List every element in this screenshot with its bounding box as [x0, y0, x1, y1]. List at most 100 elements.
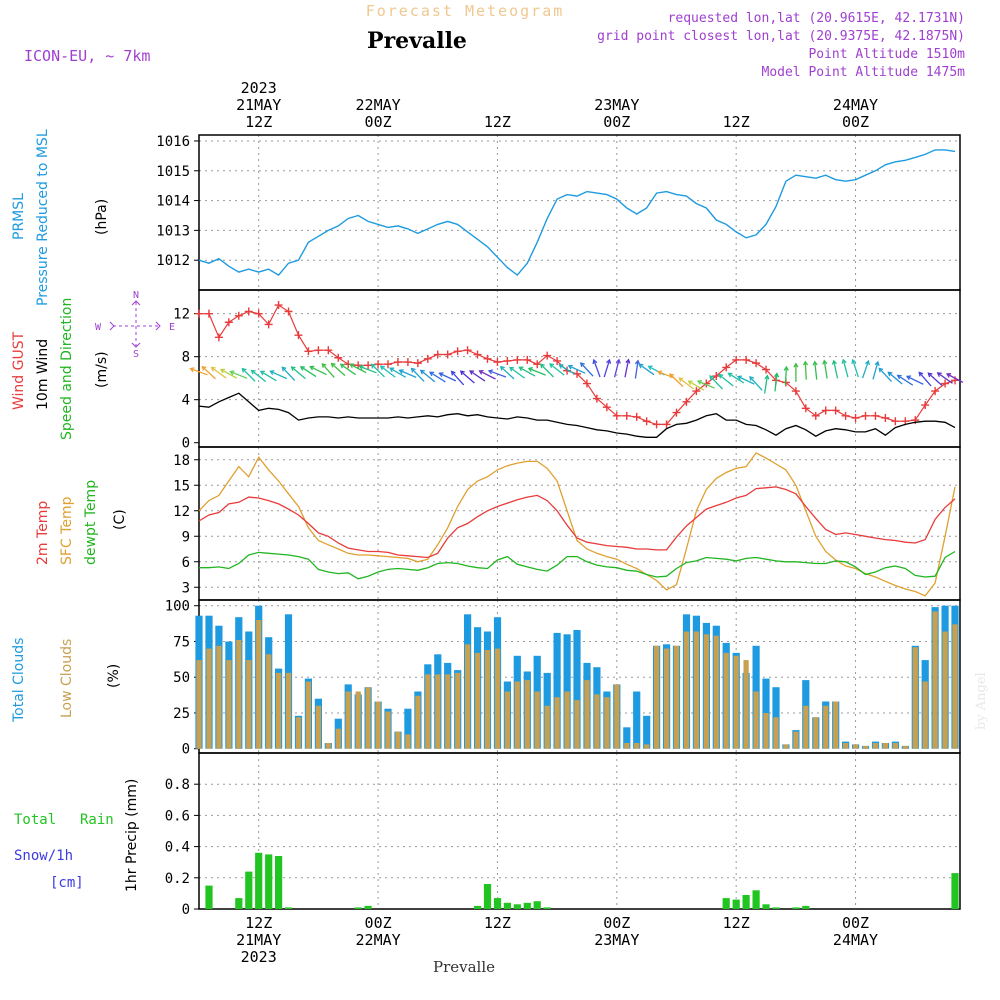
y-tick-label: 1013: [156, 223, 190, 239]
low-cloud-bar: [425, 674, 431, 749]
low-cloud-bar: [315, 705, 321, 749]
wind-direction-arrow: [613, 359, 620, 378]
gust-marker: [443, 350, 452, 359]
wind-direction-arrow: [946, 373, 964, 383]
gust-marker: [941, 379, 950, 388]
wind-direction-arrow: [872, 361, 879, 380]
time-axis-label: 22MAY: [356, 931, 401, 949]
low-cloud-bar: [236, 640, 242, 749]
wind-direction-arrow: [634, 360, 639, 379]
low-clouds-label: Low Clouds: [59, 639, 75, 718]
low-cloud-bar: [853, 744, 859, 749]
gust-marker: [195, 309, 203, 318]
gust-marker: [284, 307, 293, 316]
low-cloud-bar: [872, 743, 879, 749]
time-axis-label: 12Z: [723, 113, 750, 131]
low-cloud-bar: [375, 701, 381, 749]
wind-arrow-head: [927, 372, 933, 378]
low-cloud-bar: [445, 674, 451, 749]
wind-arrow-head: [429, 371, 435, 377]
gust-marker: [582, 379, 591, 388]
wind-arrow-head: [905, 375, 912, 381]
wind-direction-arrow: [270, 370, 288, 380]
wind-arrow-head: [579, 362, 585, 368]
rain-bar: [792, 907, 800, 909]
wind-direction-arrow: [688, 380, 705, 391]
low-cloud-bar: [494, 648, 501, 749]
low-cloud-bar: [942, 631, 948, 749]
wind-direction-arrow: [281, 366, 296, 381]
gust-marker: [712, 372, 721, 381]
celsius-unit-label: (C): [112, 509, 128, 530]
time-axis-label: 22MAY: [356, 96, 401, 114]
wind-direction-arrow: [937, 372, 953, 384]
snow-label: Snow/1h: [14, 848, 73, 864]
precip-unit-label: 1hr Precip (mm): [124, 779, 140, 892]
rain-bar: [533, 901, 541, 909]
wind-direction-arrow: [519, 366, 536, 377]
low-cloud-bar: [833, 701, 839, 749]
compass-west: W: [95, 322, 102, 333]
time-axis-label: 00Z: [603, 113, 630, 131]
y-tick-label: 0: [182, 436, 190, 452]
wind-arrow-head: [606, 358, 612, 364]
wind-direction-arrow: [540, 363, 554, 378]
gust-marker: [304, 347, 313, 356]
wind-arrow-head: [567, 364, 573, 370]
gust-marker: [752, 359, 761, 368]
rain-bar: [235, 898, 243, 909]
pressure-labels: PRMSL Pressure Reduced to MSL (hPa): [11, 129, 110, 306]
wind-direction-arrow: [749, 376, 763, 391]
wind-arrow-head: [615, 358, 621, 364]
wind-arrow-head: [229, 370, 235, 376]
y-tick-label: 4: [182, 393, 190, 409]
low-cloud-bar: [285, 672, 292, 749]
pressure-line: [198, 149, 956, 277]
time-axis-label: 24MAY: [833, 931, 878, 949]
panel-frame: [198, 446, 961, 601]
wind-direction-arrow: [399, 369, 417, 378]
time-axis-label: 21MAY: [236, 931, 281, 949]
pressure-msl-label: Pressure Reduced to MSL: [35, 129, 51, 306]
point-altitude: Point Altitude 1510m: [808, 47, 965, 62]
low-cloud-bar: [753, 691, 759, 749]
y-tick-label: 25: [173, 706, 190, 722]
wind-direction-arrow: [488, 370, 507, 378]
gust-marker: [732, 355, 741, 364]
wind-arrow-head: [349, 363, 355, 369]
gust-marker: [921, 401, 930, 410]
wind-direction-arrow: [624, 359, 630, 378]
wind-arrow-head: [398, 369, 404, 374]
rain-bar: [742, 895, 750, 909]
wind-direction-arrow: [389, 367, 407, 378]
wind-direction-arrow: [568, 365, 586, 374]
wind-direction-arrow: [321, 363, 335, 378]
wind-direction-arrow: [906, 375, 924, 385]
wind-arrow-head: [718, 373, 724, 379]
wind-arrow-head: [634, 359, 641, 365]
wind-direction-arrow: [861, 360, 870, 379]
gust-marker: [433, 350, 442, 359]
compass-south: S: [133, 349, 139, 360]
low-cloud-bar: [325, 743, 331, 749]
gust-marker: [632, 412, 641, 421]
gust-marker: [642, 417, 651, 426]
wind-arrow-head: [831, 359, 837, 365]
low-cloud-bar: [823, 705, 829, 749]
gust-marker: [214, 333, 223, 342]
rain-bar: [722, 898, 730, 909]
gust-marker: [234, 311, 243, 320]
low-cloud-bar: [763, 713, 769, 749]
low-cloud-bar: [365, 687, 371, 749]
wind-arrow-head: [669, 373, 675, 379]
low-cloud-bar: [892, 743, 898, 749]
low-cloud-bar: [514, 681, 520, 749]
wind-arrow-head: [330, 362, 336, 368]
total-label: Total: [14, 812, 56, 828]
low-cloud-bar: [783, 744, 789, 749]
wind-direction-arrow: [709, 375, 723, 390]
y-tick-label: 18: [173, 453, 190, 469]
wind-arrow-head: [656, 370, 663, 376]
low-cloud-bar: [305, 681, 311, 749]
